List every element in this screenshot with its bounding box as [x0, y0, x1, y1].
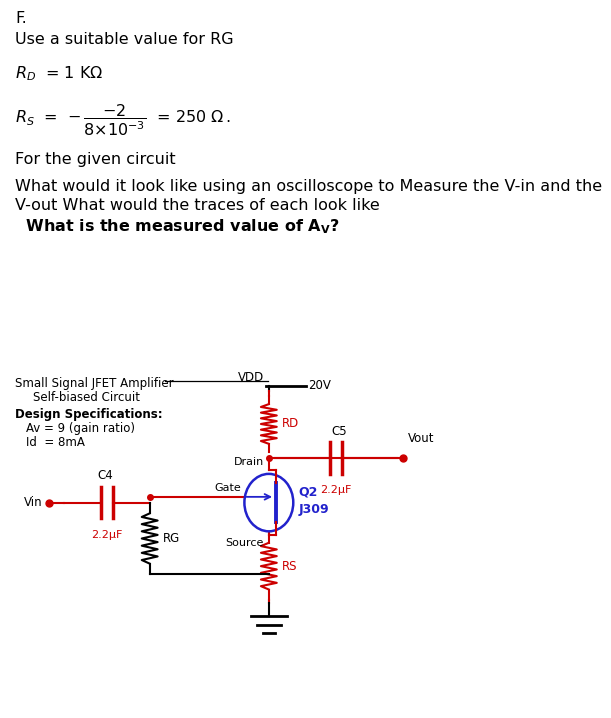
Text: For the given circuit: For the given circuit	[15, 152, 176, 167]
Text: F.: F.	[15, 11, 27, 26]
Text: RD: RD	[282, 417, 299, 431]
Text: 2.2μF: 2.2μF	[320, 485, 352, 495]
Text: C5: C5	[331, 425, 347, 438]
Text: 2.2μF: 2.2μF	[91, 530, 123, 540]
Text: Self-biased Circuit: Self-biased Circuit	[33, 391, 140, 404]
Text: Small Signal JFET Amplifier: Small Signal JFET Amplifier	[15, 377, 174, 390]
Text: Source: Source	[225, 538, 264, 549]
Text: Gate: Gate	[214, 483, 241, 493]
Text: $R_D$  = 1 K$\Omega$: $R_D$ = 1 K$\Omega$	[15, 65, 103, 83]
Text: RG: RG	[163, 532, 180, 545]
Text: VDD: VDD	[238, 371, 264, 384]
Text: Q2: Q2	[298, 485, 318, 498]
Text: Design Specifications:: Design Specifications:	[15, 408, 163, 421]
Text: Vout: Vout	[408, 432, 434, 445]
Text: What is the measured value of $\mathbf{A_V}$?: What is the measured value of $\mathbf{A…	[20, 217, 340, 236]
Text: Drain: Drain	[233, 457, 264, 467]
Text: Use a suitable value for RG: Use a suitable value for RG	[15, 32, 234, 47]
Text: $R_S$  =  $-\,\dfrac{-2}{8{\times}10^{-3}}$  = 250 $\Omega\,$.: $R_S$ = $-\,\dfrac{-2}{8{\times}10^{-3}}…	[15, 102, 231, 138]
Text: What would it look like using an oscilloscope to Measure the V-in and the: What would it look like using an oscillo…	[15, 180, 602, 195]
Text: 20V: 20V	[309, 379, 331, 392]
Text: V-out What would the traces of each look like: V-out What would the traces of each look…	[15, 198, 380, 213]
Text: J309: J309	[298, 503, 329, 516]
Text: RS: RS	[282, 559, 298, 573]
Text: Av = 9 (gain ratio): Av = 9 (gain ratio)	[26, 422, 134, 435]
Text: C4: C4	[98, 470, 113, 482]
Text: Id  = 8mA: Id = 8mA	[26, 436, 84, 449]
Text: Vin: Vin	[24, 496, 43, 509]
